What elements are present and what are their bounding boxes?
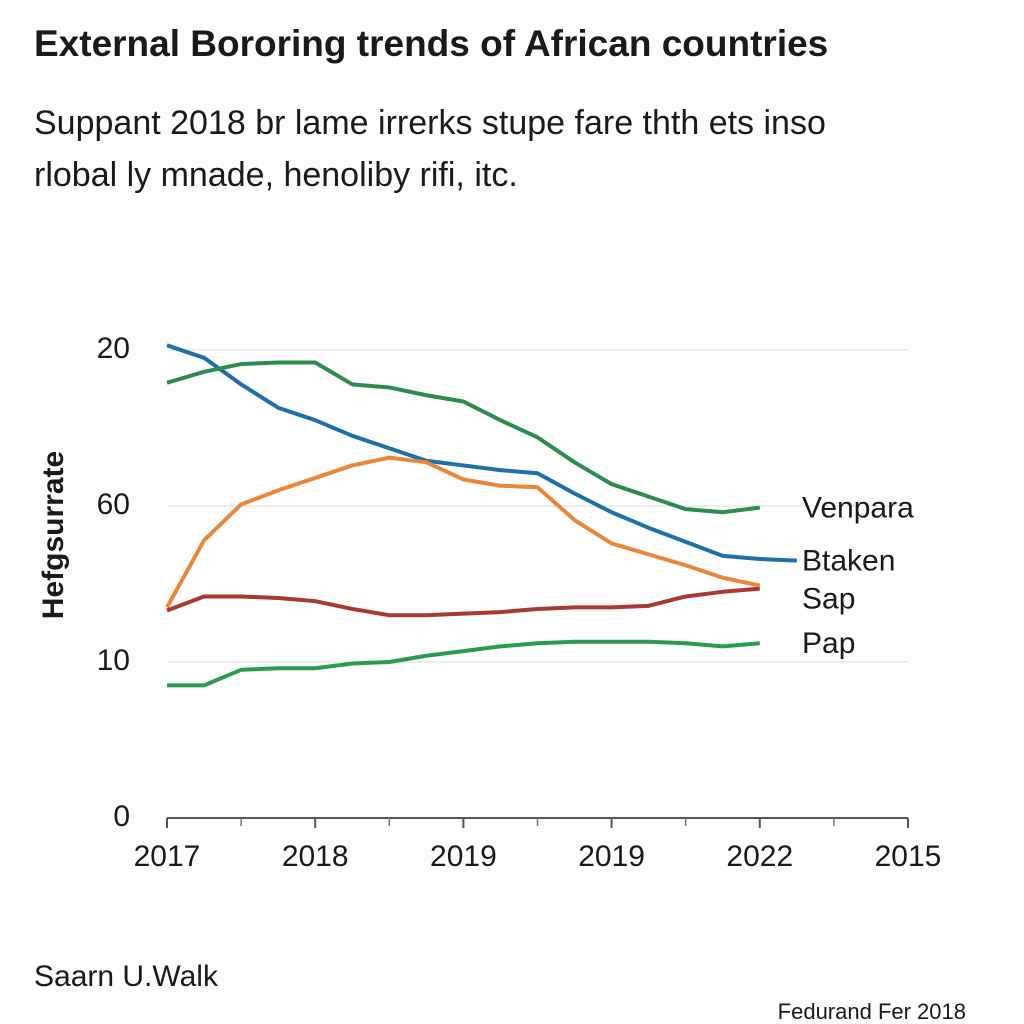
x-tick-label: 2018 <box>282 840 349 873</box>
x-tick-label: 2017 <box>134 840 201 873</box>
subtitle: Suppant 2018 br lame irrerks stupe fare … <box>34 104 826 142</box>
legend-label: Pap <box>802 627 855 660</box>
x-tick-label: 2019 <box>578 840 645 873</box>
series-line <box>167 639 760 688</box>
legend-label: Venpara <box>802 491 914 524</box>
y-axis-label: Hefgsurrate <box>37 451 70 619</box>
chart-title: External Bororing trends of African coun… <box>34 23 828 64</box>
footer: Fedurand Fer 2018 <box>778 999 966 1024</box>
subtitle: rlobal ly mnade, henoliby rifi, itc. <box>34 156 518 194</box>
x-tick-label: 2022 <box>726 840 793 873</box>
series-line <box>166 586 760 618</box>
footer: Saarn U.Walk <box>34 960 219 993</box>
x-tick-label: 2015 <box>875 840 942 873</box>
series-line <box>166 360 761 515</box>
series-line <box>166 343 797 563</box>
x-tick-label: 2019 <box>430 840 497 873</box>
legend-label: Sap <box>802 583 855 616</box>
series-line <box>165 455 761 609</box>
y-tick-label: 0 <box>113 800 130 833</box>
legend-label: Btaken <box>802 545 895 578</box>
y-tick-label: 60 <box>97 488 130 521</box>
y-tick-label: 20 <box>97 332 130 365</box>
y-tick-label: 10 <box>97 644 130 677</box>
